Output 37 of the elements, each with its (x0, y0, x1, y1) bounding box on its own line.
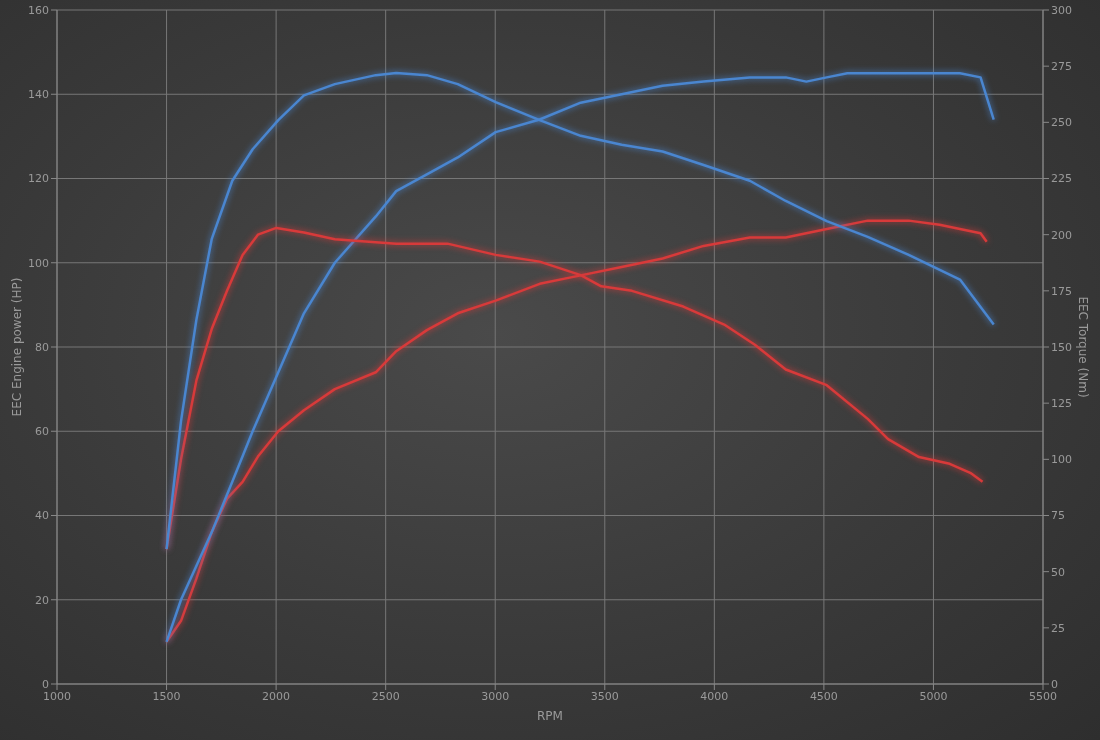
y-tick-label: 40 (35, 509, 49, 523)
x-tick-label: 5000 (919, 689, 948, 703)
line-series (165, 71, 995, 644)
y2-axis-title: EEC Torque (Nm) (1075, 296, 1090, 398)
y-tick-label: 0 (42, 677, 49, 691)
y2-tick-label: 0 (1051, 677, 1058, 691)
x-tick-label: 1000 (43, 689, 71, 703)
x-axis-title: RPM (537, 709, 563, 723)
y2-tick-label: 125 (1051, 397, 1072, 411)
x-tick-label: 5500 (1029, 689, 1057, 703)
y2-tick-label: 75 (1051, 509, 1065, 523)
x-tick-label: 4000 (700, 689, 729, 703)
y-tick-label: 140 (28, 88, 49, 102)
y-axis-title: EEC Engine power (HP) (10, 277, 25, 417)
y-tick-label: 160 (28, 3, 49, 17)
y2-tick-label: 25 (1051, 621, 1065, 635)
x-tick-label: 3000 (481, 689, 510, 703)
y2-tick-label: 100 (1051, 453, 1072, 467)
x-tick-label: 3500 (590, 689, 619, 703)
y2-tick-label: 50 (1051, 565, 1065, 579)
y-tick-label: 60 (35, 425, 49, 439)
y2-tick-label: 175 (1051, 284, 1072, 298)
y2-tick-label: 250 (1051, 116, 1072, 130)
x-tick-label: 1500 (152, 689, 181, 703)
y2-tick-label: 300 (1051, 3, 1072, 17)
y-tick-label: 120 (28, 172, 49, 186)
y2-tick-label: 150 (1051, 340, 1072, 354)
x-tick-label: 4500 (809, 689, 838, 703)
x-tick-label: 2000 (262, 689, 291, 703)
x-tick-label: 2500 (371, 689, 400, 703)
y-tick-label: 20 (35, 593, 49, 607)
y2-tick-label: 225 (1051, 172, 1072, 186)
y-tick-label: 100 (28, 256, 49, 270)
y-tick-label: 80 (35, 340, 49, 354)
y2-tick-label: 200 (1051, 228, 1072, 242)
line-series (165, 219, 988, 644)
y2-tick-label: 275 (1051, 60, 1072, 74)
